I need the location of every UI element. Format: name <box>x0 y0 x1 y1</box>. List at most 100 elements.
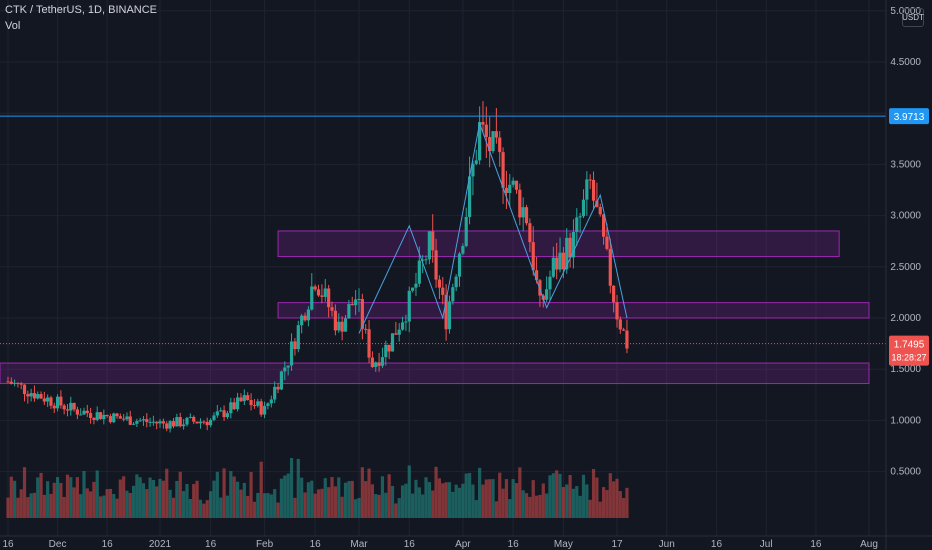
candle-body <box>283 367 287 372</box>
volume-indicator-label[interactable]: Vol <box>5 20 21 32</box>
volume-bar <box>504 479 509 518</box>
volume-bar <box>198 499 203 518</box>
candle-body <box>504 187 509 193</box>
volume-bar <box>293 497 297 518</box>
candle-body <box>13 382 17 384</box>
volume-bar <box>85 488 89 518</box>
volume-bar <box>286 473 290 518</box>
candle-body <box>102 414 106 420</box>
volume-bar <box>161 480 165 518</box>
candle-body <box>225 413 230 418</box>
candle-body <box>105 414 109 417</box>
candle-body <box>357 298 361 300</box>
volume-bar <box>514 483 519 518</box>
candle-body <box>374 362 378 368</box>
candle-body <box>478 122 482 161</box>
candle-body <box>26 394 30 397</box>
quote-currency-button[interactable]: USDT <box>902 8 924 27</box>
candle-body <box>16 382 20 384</box>
volume-bar <box>471 484 475 518</box>
candle-body <box>128 416 132 425</box>
candle-body <box>558 252 562 270</box>
candle-body <box>521 207 525 218</box>
candle-body <box>9 381 13 384</box>
volume-bar <box>222 468 226 518</box>
volume-bar <box>105 489 109 518</box>
volume-bar <box>447 482 452 518</box>
candle-body <box>219 410 223 412</box>
candle-body <box>19 383 23 385</box>
volume-bar <box>46 481 50 518</box>
candle-body <box>135 421 139 424</box>
volume-bar <box>387 474 391 518</box>
volume-bar <box>55 477 60 518</box>
volume-bar <box>283 475 287 518</box>
candle-body <box>561 252 565 270</box>
x-tick-label: 16 <box>404 539 416 550</box>
y-tick-label: 5.0000 <box>890 6 921 17</box>
volume-bar <box>138 477 142 518</box>
volume-bar <box>266 493 270 518</box>
volume-bar <box>441 483 445 518</box>
support-resistance-zone <box>0 362 870 385</box>
volume-bar <box>22 467 27 518</box>
candle-body <box>414 283 418 288</box>
support-resistance-zone <box>277 302 870 319</box>
candle-body <box>337 321 341 331</box>
candle-body <box>615 302 619 320</box>
volume-bar <box>229 471 233 518</box>
candle-body <box>293 341 297 350</box>
volume-bar <box>343 482 348 518</box>
volume-bar <box>69 477 73 518</box>
resistance-price-badge <box>889 108 929 125</box>
candle-body <box>447 301 452 330</box>
candle-body <box>333 310 337 331</box>
volume-bar <box>256 492 260 518</box>
volume-bar <box>36 477 40 518</box>
x-tick-label: Mar <box>350 539 368 550</box>
volume-bar <box>558 473 562 518</box>
volume-bar <box>508 499 512 518</box>
volume-bar <box>9 476 13 518</box>
volume-bar <box>354 499 358 518</box>
volume-bar <box>39 472 43 518</box>
volume-bar <box>481 484 485 518</box>
volume-bar <box>545 493 549 518</box>
volume-bar <box>313 493 317 518</box>
volume-bar <box>249 472 253 518</box>
candle-body <box>618 319 622 330</box>
candle-body <box>188 416 192 418</box>
candle-body <box>252 405 257 407</box>
volume-bar <box>32 492 37 518</box>
candle-body <box>601 214 606 237</box>
candle-body <box>568 237 572 258</box>
candle-body <box>354 299 358 306</box>
candle-body <box>491 131 495 152</box>
candle-body <box>202 421 206 423</box>
candle-body <box>437 279 442 288</box>
volume-bar <box>202 503 206 518</box>
volume-bar <box>148 477 152 518</box>
volume-bar <box>364 481 368 518</box>
volume-bar <box>585 484 589 518</box>
volume-bar <box>232 476 236 518</box>
volume-bar <box>524 493 529 518</box>
volume-bar <box>95 470 99 518</box>
candle-body <box>266 403 270 406</box>
volume-bar <box>622 497 626 518</box>
volume-bar <box>72 487 76 518</box>
candle-body <box>249 400 253 406</box>
x-tick-label: Feb <box>256 539 274 550</box>
volume-bar <box>239 489 243 518</box>
candle-body <box>6 381 10 383</box>
volume-bar <box>188 498 192 518</box>
volume-bar <box>598 501 602 518</box>
volume-bar <box>467 473 472 518</box>
candle-body <box>411 287 415 291</box>
volume-bar <box>595 477 599 518</box>
volume-bar <box>259 461 263 518</box>
x-tick-label: Jul <box>760 539 773 550</box>
candle-body <box>394 333 398 335</box>
